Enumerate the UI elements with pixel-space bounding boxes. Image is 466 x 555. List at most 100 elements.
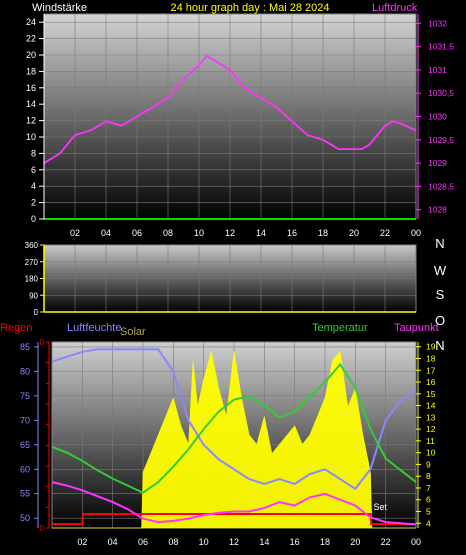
- sunset-label: Set: [374, 502, 388, 512]
- x-tick-label: 00: [411, 228, 421, 238]
- x-tick-label: 18: [320, 537, 330, 547]
- y-left-tick-label: 18: [26, 66, 36, 76]
- chart-title: 24 hour graph day : Mai 28 2024: [170, 2, 329, 14]
- y-temperature-tick-label: 15: [426, 389, 436, 399]
- y-right-tick-label: 1030,5: [428, 88, 454, 98]
- x-tick-label: 10: [199, 537, 209, 547]
- y-humidity-tick-label: 60: [20, 464, 30, 474]
- y-left-tick-label: 2: [31, 198, 36, 208]
- y-temperature-tick-label: 19: [426, 342, 436, 352]
- x-tick-label: 06: [132, 228, 142, 238]
- y-left-tick-label: 4: [31, 181, 36, 191]
- y-temperature-tick-label: 7: [426, 483, 431, 493]
- y-temperature-tick-label: 10: [426, 448, 436, 458]
- y-left-tick-label: 180: [25, 275, 39, 284]
- compass-direction-label: N: [435, 338, 444, 353]
- rain-label: Regen: [0, 322, 32, 334]
- compass-direction-label: N: [435, 236, 444, 251]
- dewpoint-label: Taupunkt: [394, 322, 439, 334]
- x-tick-label: 22: [380, 228, 390, 238]
- y-left-tick-label: 24: [26, 17, 36, 27]
- x-tick-label: 12: [225, 228, 235, 238]
- compass-direction-label: W: [434, 263, 447, 278]
- humidity-line: [51, 348, 417, 491]
- y-left-tick-label: 8: [31, 148, 36, 158]
- y-right-tick-label: 1029: [428, 158, 447, 168]
- x-tick-label: 10: [194, 228, 204, 238]
- y-humidity-tick-label: 80: [20, 366, 30, 376]
- y-humidity-tick-label: 55: [20, 489, 30, 499]
- x-tick-label: 16: [290, 537, 300, 547]
- humidity-panel-series: [51, 348, 417, 529]
- compass-direction-label: O: [435, 313, 445, 328]
- y-temperature-tick-label: 6: [426, 495, 431, 505]
- y-temperature-tick-label: 16: [426, 377, 436, 387]
- y-left-tick-label: 22: [26, 34, 36, 44]
- y-left-tick-label: 360: [25, 241, 39, 250]
- x-tick-label: 12: [229, 537, 239, 547]
- solar-area: [52, 350, 416, 529]
- x-tick-label: 04: [108, 537, 118, 547]
- y-temperature-tick-label: 8: [426, 471, 431, 481]
- pressure-panel-axes: 02 04 06 08 10 12 14 16 18 20 22 000246810121416182…: [26, 14, 454, 238]
- y-left-tick-label: 0: [34, 308, 39, 317]
- pressure-panel-grid: [44, 14, 417, 220]
- y-right-tick-label: 1030: [428, 112, 447, 122]
- y-left-tick-label: 6: [31, 165, 36, 175]
- temperature-line: [51, 362, 417, 494]
- y-right-tick-label: 1029,5: [428, 135, 454, 145]
- y-right-tick-label: 1028,5: [428, 181, 454, 191]
- y-temperature-tick-label: 14: [426, 401, 436, 411]
- y-left-tick-label: 20: [26, 50, 36, 60]
- temperature-label: Temperatur: [312, 322, 368, 334]
- y-temperature-tick-label: 13: [426, 412, 436, 422]
- y-left-tick-label: 270: [25, 258, 39, 267]
- y-left-tick-label: 90: [29, 291, 38, 300]
- x-tick-label: 20: [350, 537, 360, 547]
- x-tick-label: 08: [163, 228, 173, 238]
- y-humidity-tick-label: 70: [20, 415, 30, 425]
- pressure-label: Luftdruck: [372, 2, 418, 14]
- y-left-tick-label: 12: [26, 116, 36, 126]
- y-humidity-tick-label: 50: [20, 513, 30, 523]
- x-tick-label: 06: [138, 537, 148, 547]
- x-tick-label: 00: [411, 537, 421, 547]
- y-humidity-tick-label: 75: [20, 391, 30, 401]
- y-temperature-tick-label: 11: [426, 436, 435, 446]
- y-right-tick-label: 1028: [428, 205, 447, 215]
- y-left-tick-label: 10: [26, 132, 36, 142]
- x-tick-label: 20: [349, 228, 359, 238]
- x-tick-label: 16: [287, 228, 297, 238]
- y-left-tick-label: 14: [26, 99, 36, 109]
- y-right-tick-label: 1031,5: [428, 42, 454, 52]
- dewpoint-line: [51, 481, 417, 526]
- wind-strength-label: Windstärke: [32, 2, 87, 14]
- y-rain-tick-label: 0: [40, 338, 45, 347]
- y-humidity-tick-label: 85: [20, 342, 30, 352]
- y-right-tick-label: 1031: [428, 65, 447, 75]
- x-tick-label: 14: [256, 228, 266, 238]
- y-rain-tick-label: 0: [40, 524, 45, 533]
- pressure-line: [43, 54, 417, 164]
- y-temperature-tick-label: 17: [426, 365, 436, 375]
- x-tick-label: 22: [381, 537, 391, 547]
- y-right-tick-label: 1032: [428, 18, 447, 28]
- x-tick-label: 02: [70, 228, 80, 238]
- pressure-panel-series: [43, 54, 417, 220]
- compass-direction-label: S: [436, 287, 445, 302]
- x-tick-label: 14: [259, 537, 269, 547]
- y-humidity-tick-label: 65: [20, 440, 30, 450]
- solar-label: Solar: [120, 326, 146, 338]
- x-tick-label: 08: [168, 537, 178, 547]
- y-temperature-tick-label: 5: [426, 507, 431, 517]
- y-temperature-tick-label: 4: [426, 518, 431, 528]
- humidity-label: Luftfeuchte: [67, 322, 121, 334]
- x-tick-label: 18: [318, 228, 328, 238]
- rain-line: [52, 513, 416, 525]
- y-temperature-tick-label: 18: [426, 353, 436, 363]
- humidity-panel-axes: 02 04 06 08 10 12 14 16 18 20 22 005055606570758085…: [20, 338, 436, 547]
- y-left-tick-label: 0: [31, 214, 36, 224]
- y-left-tick-label: 16: [26, 83, 36, 93]
